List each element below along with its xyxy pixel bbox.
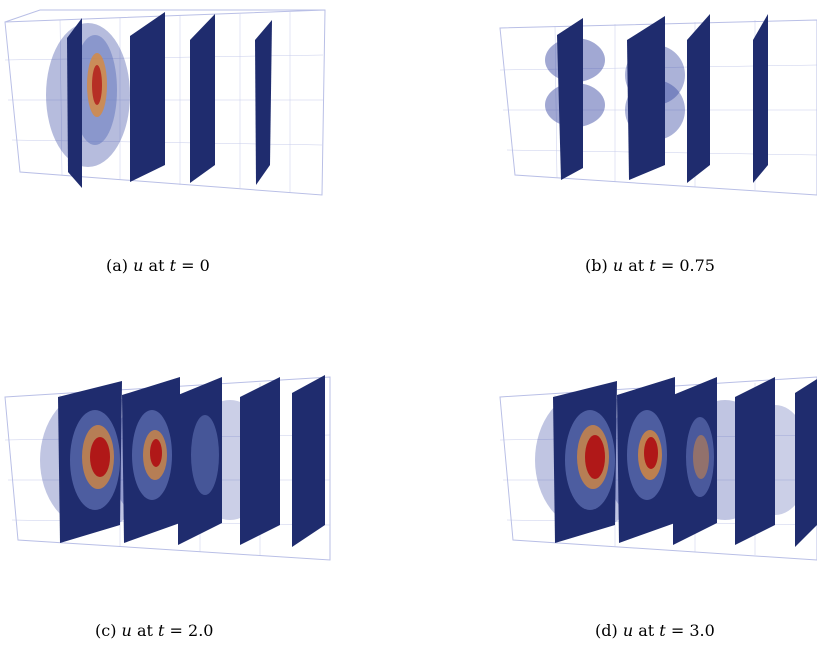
particle-cloud — [46, 23, 130, 167]
figure-b-render — [499, 14, 817, 196]
figure-a: (a) u at t = 0 — [0, 0, 340, 275]
wireframe-box — [4, 9, 326, 196]
caption-c: (c) u at t = 2.0 — [95, 621, 214, 640]
figure-c: (c) u at t = 2.0 — [0, 365, 340, 646]
slices — [67, 12, 272, 188]
figure-c-render — [4, 375, 331, 561]
slices — [557, 14, 768, 183]
figure-d-render — [499, 376, 817, 561]
figure-b: (b) u at t = 0.75 — [495, 0, 817, 275]
figure-d: (d) u at t = 3.0 — [495, 365, 817, 646]
heat-spots — [565, 410, 714, 510]
caption-a: (a) u at t = 0 — [106, 256, 210, 275]
caption-d: (d) u at t = 3.0 — [595, 621, 715, 640]
heat-spots — [70, 410, 219, 510]
figure-a-render — [4, 9, 326, 196]
caption-b: (b) u at t = 0.75 — [585, 256, 715, 275]
